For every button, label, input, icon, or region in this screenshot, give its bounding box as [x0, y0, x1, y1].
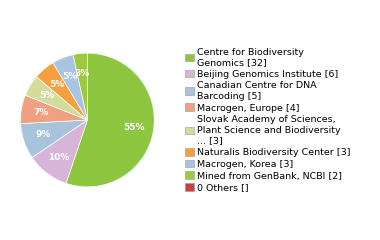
Text: 10%: 10%: [48, 153, 70, 162]
Wedge shape: [53, 55, 87, 120]
Wedge shape: [32, 120, 87, 183]
Text: 3%: 3%: [75, 69, 90, 78]
Text: 5%: 5%: [62, 72, 78, 81]
Text: 9%: 9%: [35, 131, 51, 139]
Legend: Centre for Biodiversity
Genomics [32], Beijing Genomics Institute [6], Canadian : Centre for Biodiversity Genomics [32], B…: [184, 47, 352, 193]
Wedge shape: [36, 63, 87, 120]
Wedge shape: [21, 120, 87, 157]
Wedge shape: [21, 95, 87, 124]
Text: 5%: 5%: [40, 91, 55, 100]
Wedge shape: [25, 77, 87, 120]
Wedge shape: [66, 53, 154, 187]
Text: 5%: 5%: [49, 80, 65, 89]
Text: 55%: 55%: [123, 123, 144, 132]
Wedge shape: [73, 53, 87, 120]
Text: 7%: 7%: [33, 108, 49, 117]
